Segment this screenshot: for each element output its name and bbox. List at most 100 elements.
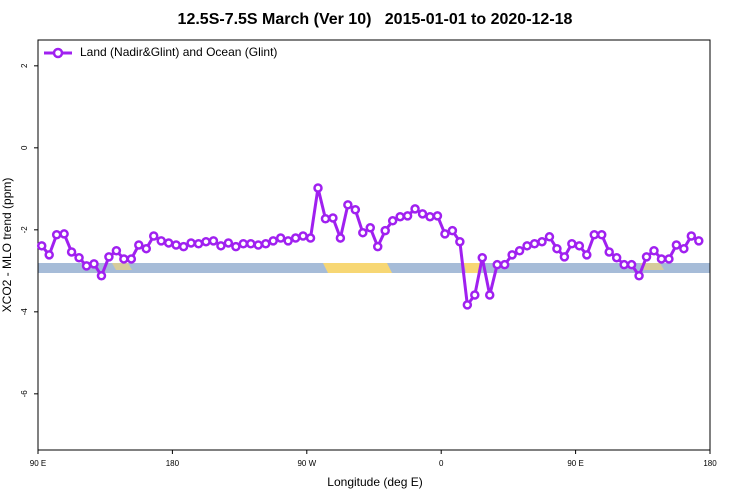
data-point (529, 239, 540, 249)
x-tick-label: 90 E (567, 459, 583, 468)
data-point (582, 250, 592, 260)
data-point (552, 243, 562, 254)
data-point (253, 240, 264, 250)
y-tick-label: -2 (20, 226, 29, 234)
data-point (290, 233, 301, 243)
data-point (111, 245, 122, 256)
data-point (343, 200, 353, 210)
data-point (260, 239, 271, 249)
data-point (51, 230, 62, 240)
data-point (96, 271, 107, 281)
data-point (74, 252, 84, 263)
data-point (589, 230, 600, 240)
data-point (507, 250, 517, 260)
x-tick-label: 0 (439, 459, 444, 468)
data-point (305, 233, 316, 243)
land-region (640, 263, 664, 270)
data-point (679, 243, 689, 254)
land-region (112, 263, 132, 270)
data-point (596, 230, 607, 240)
x-axis-label: Longitude (deg E) (327, 475, 422, 489)
data-point (178, 241, 189, 252)
data-point (350, 204, 361, 215)
x-tick-label: 90 W (297, 459, 316, 468)
data-point (656, 254, 667, 264)
data-point (81, 261, 92, 271)
data-point (89, 259, 99, 269)
data-point (380, 225, 390, 236)
data-point (44, 250, 54, 260)
data-point (470, 290, 480, 300)
data-point (275, 233, 286, 243)
data-point (66, 247, 77, 257)
data-point (126, 254, 137, 264)
data-point (246, 239, 256, 249)
data-point (320, 214, 331, 224)
data-point (410, 204, 420, 214)
data-point (238, 239, 249, 249)
x-tick-label: 90 E (30, 459, 46, 468)
data-point (358, 227, 368, 238)
data-point (335, 233, 346, 243)
data-point (387, 216, 398, 226)
data-point (372, 241, 383, 252)
data-point (634, 271, 644, 281)
legend-label: Land (Nadir&Glint) and Ocean (Glint) (80, 45, 277, 59)
legend-marker (52, 47, 64, 59)
data-point (671, 240, 682, 250)
data-point (231, 241, 241, 252)
data-point (216, 241, 226, 251)
data-point (619, 259, 629, 270)
data-point (567, 239, 577, 249)
data-point (163, 238, 174, 248)
data-point (148, 231, 159, 241)
data-point (522, 241, 532, 251)
data-point (141, 243, 152, 254)
data-point (641, 252, 652, 262)
data-point (514, 245, 525, 256)
y-tick-label: -6 (20, 390, 29, 398)
data-point (440, 229, 450, 239)
data-point (268, 236, 278, 246)
data-point (171, 240, 181, 250)
data-point (156, 236, 166, 246)
x-tick-label: 180 (703, 459, 717, 468)
data-point (686, 231, 697, 241)
y-axis-label: XCO2 - MLO trend (ppm) (0, 178, 14, 313)
data-point (499, 259, 510, 270)
data-point (186, 238, 196, 248)
data-point (447, 225, 458, 236)
y-tick-label: 0 (20, 145, 29, 150)
data-point (208, 236, 219, 246)
data-point (59, 229, 69, 239)
land-region (323, 263, 392, 273)
data-point (455, 236, 465, 247)
data-point (604, 247, 614, 257)
data-point (425, 211, 435, 222)
data-point (694, 236, 704, 246)
data-point (223, 238, 234, 248)
data-point (492, 259, 502, 270)
data-point (626, 259, 637, 270)
data-point (544, 232, 555, 242)
data-point (537, 236, 547, 247)
data-point (484, 290, 495, 300)
data-point (119, 254, 129, 264)
land-region (464, 263, 482, 273)
x-tick-label: 180 (166, 459, 180, 468)
y-tick-label: 2 (20, 63, 29, 68)
data-point (36, 241, 47, 251)
data-point (649, 245, 659, 256)
data-point (193, 239, 204, 249)
data-point (477, 252, 488, 263)
y-tick-label: -4 (20, 308, 29, 316)
data-point (611, 252, 622, 263)
data-point (402, 211, 413, 221)
data-point (201, 236, 211, 247)
chart-title: 12.5S-7.5S March (Ver 10) 2015-01-01 to … (178, 11, 573, 28)
data-point (664, 254, 674, 264)
data-point (328, 213, 338, 223)
data-point (574, 241, 585, 251)
data-point (432, 211, 443, 221)
